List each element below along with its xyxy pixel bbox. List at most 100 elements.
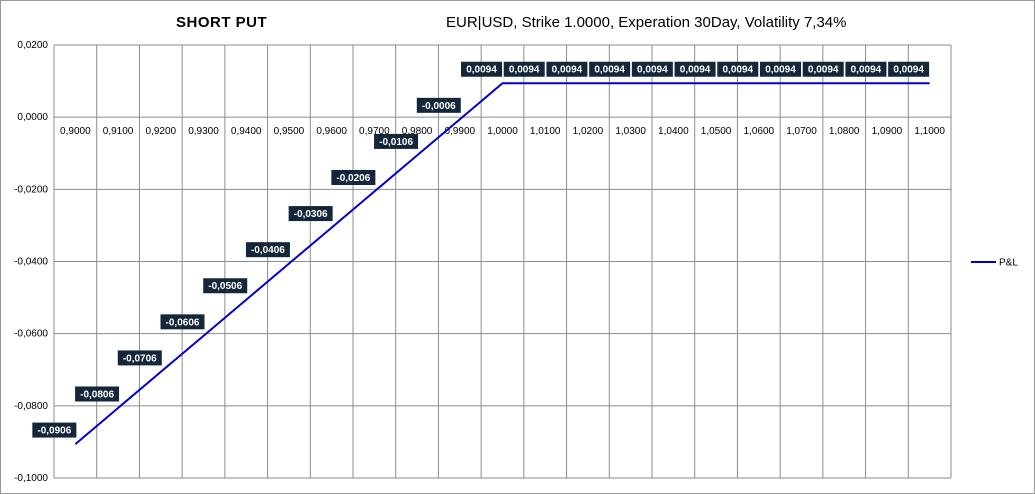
data-label-box <box>160 314 205 330</box>
x-tick-label: 0,9100 <box>103 126 134 137</box>
data-label-text: -0,0806 <box>80 389 114 400</box>
x-tick-label: 0,9600 <box>316 126 347 137</box>
data-label: -0,0606 <box>160 314 205 330</box>
data-label: -0,0006 <box>416 97 461 113</box>
x-tick-label: 1,0700 <box>786 126 817 137</box>
chart-subtitle: EUR|USD, Strike 1.0000, Experation 30Day… <box>446 14 847 31</box>
data-label-box <box>760 61 801 77</box>
y-tick-label: -0,0600 <box>14 329 48 340</box>
data-label-text: 0,0094 <box>552 65 583 76</box>
data-label-text: 0,0094 <box>594 65 625 76</box>
data-label-box <box>331 169 376 185</box>
data-label: -0,0106 <box>374 133 419 149</box>
data-label-box <box>503 61 545 77</box>
data-label-box <box>374 133 419 149</box>
x-tick-label: 1,0200 <box>573 126 604 137</box>
data-label-box <box>802 61 844 77</box>
y-tick-label: -0,0400 <box>14 257 48 268</box>
data-label-text: 0,0094 <box>637 65 668 76</box>
data-label-text: -0,0306 <box>294 209 328 220</box>
data-label-text: -0,0706 <box>123 353 157 364</box>
data-label-text: 0,0094 <box>680 65 711 76</box>
y-tick-label: -0,1000 <box>14 473 48 484</box>
data-label-text: -0,0506 <box>208 281 242 292</box>
data-label-text: -0,0106 <box>379 137 413 148</box>
data-label: 0,0094 <box>674 61 716 77</box>
data-label-box <box>416 97 461 113</box>
data-label: 0,0094 <box>802 61 844 77</box>
data-label-box <box>546 61 588 77</box>
legend: P&L <box>971 258 1018 269</box>
x-tick-label: 0,9200 <box>145 126 176 137</box>
x-tick-label: 1,0500 <box>701 126 732 137</box>
data-label-box <box>589 61 631 77</box>
data-label-box <box>631 61 673 77</box>
series-layer <box>74 82 930 445</box>
y-tick-label: 0,0200 <box>17 40 48 51</box>
series-line-pl <box>74 82 930 445</box>
data-label-text: 0,0094 <box>509 65 540 76</box>
x-tick-label: 1,0300 <box>615 126 646 137</box>
data-label-box <box>245 242 290 258</box>
x-tick-label: 1,0900 <box>872 126 903 137</box>
data-label-text: 0,0094 <box>722 65 753 76</box>
legend-label: P&L <box>999 258 1018 269</box>
chart-title: SHORT PUT <box>176 14 268 31</box>
data-label: -0,0806 <box>75 386 120 402</box>
y-tick-label: -0,0200 <box>14 184 48 195</box>
data-label-text: 0,0094 <box>765 65 796 76</box>
x-tick-label: 0,9000 <box>60 126 91 137</box>
data-label: -0,0406 <box>245 242 290 258</box>
data-label-text: -0,0606 <box>166 317 200 328</box>
data-label-text: 0,0094 <box>466 65 497 76</box>
data-label-box <box>288 206 333 222</box>
data-label-box <box>32 422 77 438</box>
y-tick-label: 0,0000 <box>17 112 48 123</box>
data-label-box <box>117 350 162 366</box>
data-label: -0,0206 <box>331 169 376 185</box>
data-label-text: -0,0206 <box>336 173 370 184</box>
data-label: -0,0306 <box>288 206 333 222</box>
x-tick-label: 1,1000 <box>914 126 945 137</box>
x-axis-ticks: 0,9000 0,9100 0,9200 0,9300 0,9400 0,9500 0,96… <box>60 126 945 137</box>
data-label-box <box>75 386 120 402</box>
x-tick-label: 1,0800 <box>829 126 860 137</box>
data-label-box <box>674 61 716 77</box>
x-tick-label: 0,9900 <box>444 126 475 137</box>
x-tick-label: 1,0600 <box>743 126 774 137</box>
data-label-box <box>888 61 930 77</box>
data-label: -0,0906 <box>32 422 77 438</box>
data-label: 0,0094 <box>631 61 673 77</box>
grid-lines <box>53 44 952 479</box>
x-tick-label: 0,9700 <box>359 126 390 137</box>
data-label-text: -0,0406 <box>251 245 285 256</box>
data-label-text: 0,0094 <box>893 65 924 76</box>
data-label-box <box>461 61 502 77</box>
data-label: 0,0094 <box>760 61 801 77</box>
x-tick-label: 0,9400 <box>231 126 262 137</box>
x-tick-label: 1,0400 <box>658 126 689 137</box>
x-tick-label: 1,0100 <box>530 126 561 137</box>
data-label-box <box>717 61 759 77</box>
data-label: -0,0706 <box>117 350 162 366</box>
x-tick-label: 0,9800 <box>402 126 433 137</box>
data-label: 0,0094 <box>589 61 631 77</box>
data-label: 0,0094 <box>546 61 588 77</box>
data-label: 0,0094 <box>888 61 930 77</box>
data-label-box <box>203 278 248 294</box>
data-label-text: 0,0094 <box>851 65 882 76</box>
data-label-text: -0,0006 <box>422 101 456 112</box>
data-label: 0,0094 <box>717 61 759 77</box>
data-label: -0,0506 <box>203 278 248 294</box>
x-tick-label: 1,0000 <box>487 126 518 137</box>
y-tick-label: -0,0800 <box>14 401 48 412</box>
data-label: 0,0094 <box>503 61 545 77</box>
data-label-box <box>845 61 887 77</box>
x-tick-label: 0,9500 <box>274 126 305 137</box>
x-tick-label: 0,9300 <box>188 126 219 137</box>
data-label-text: -0,0906 <box>37 426 71 437</box>
data-label-text: 0,0094 <box>808 65 839 76</box>
data-label: 0,0094 <box>461 61 502 77</box>
data-label: 0,0094 <box>845 61 887 77</box>
y-axis-ticks: 0,0200 0,0000 -0,0200 -0,0400 -0,0600 -0,0800… <box>14 40 48 484</box>
